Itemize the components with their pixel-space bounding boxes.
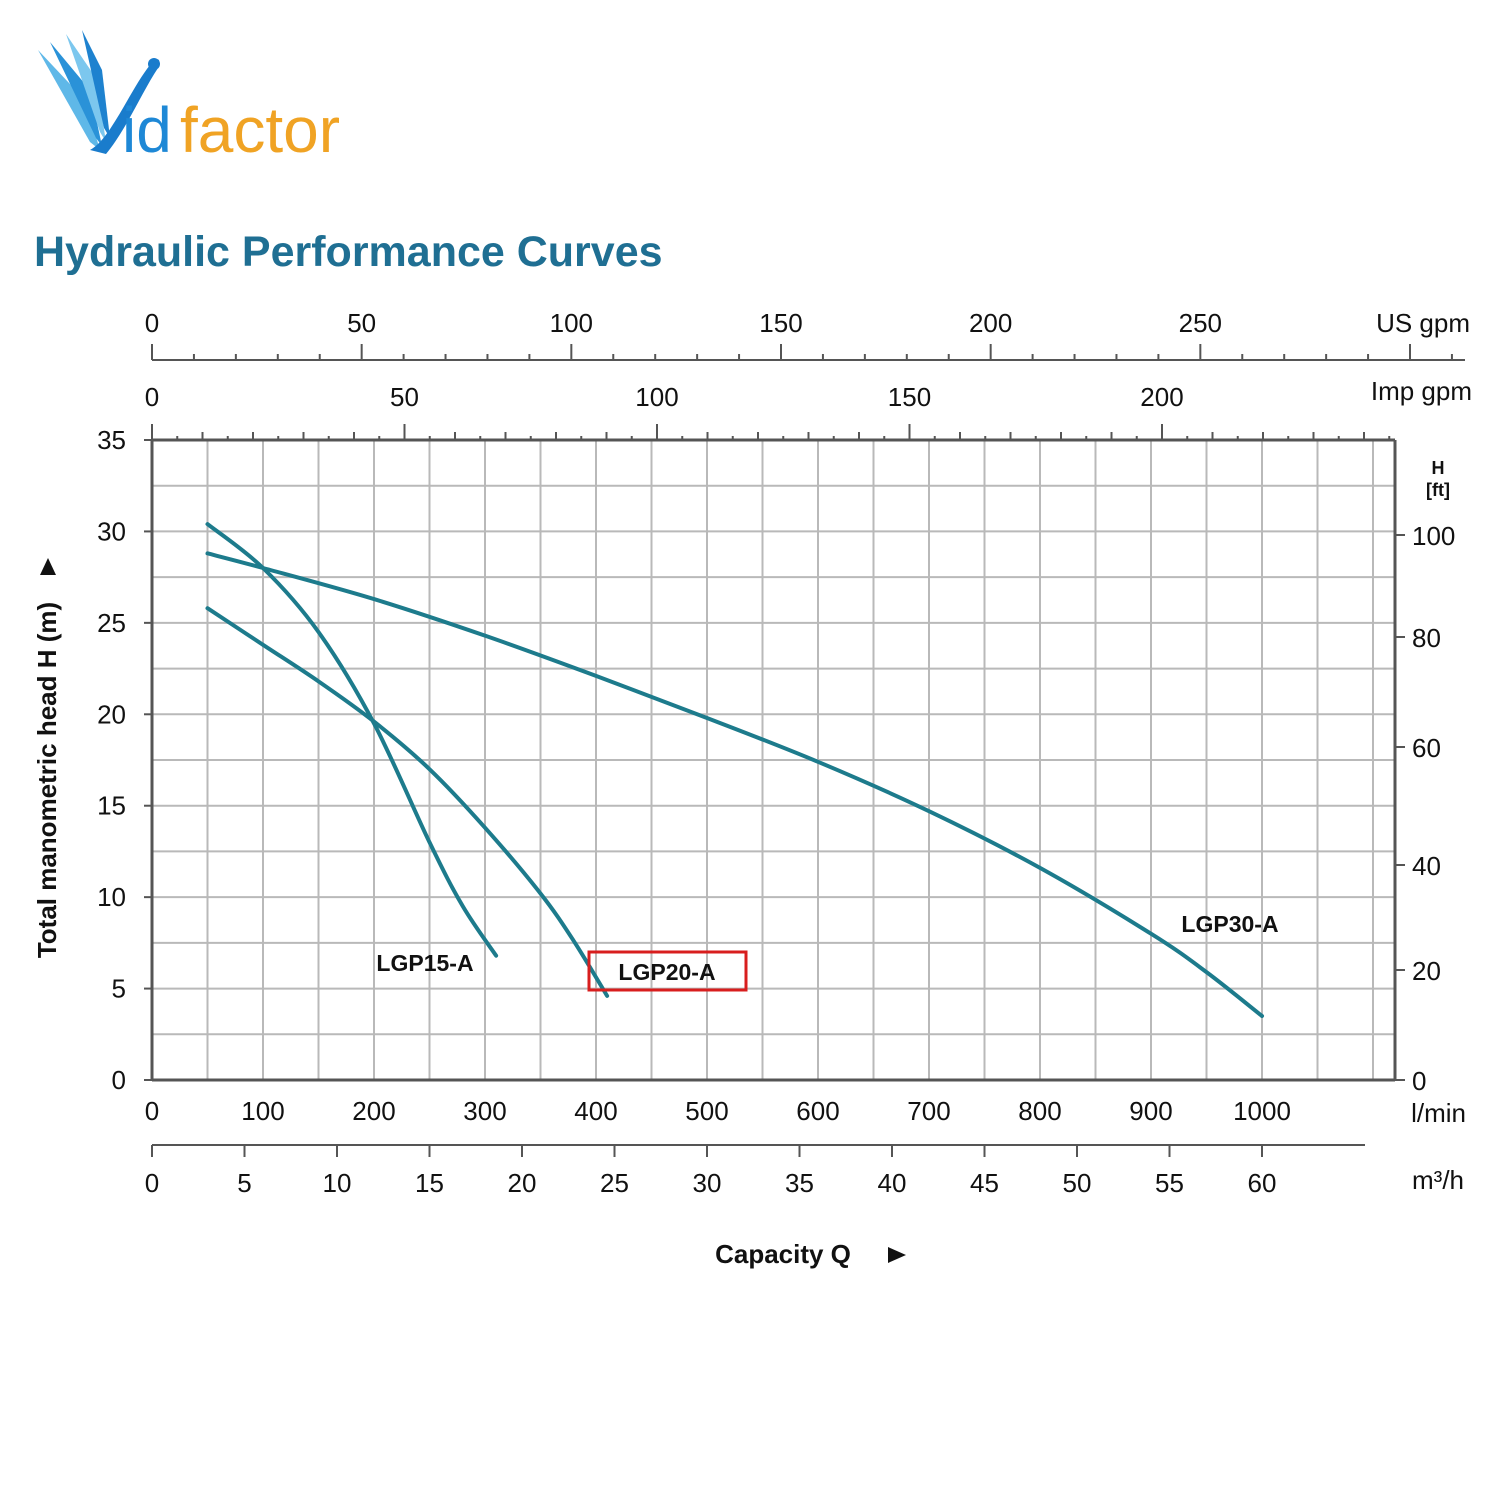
lmin-unit-label: l/min <box>1411 1098 1466 1128</box>
ft-tick-label: 0 <box>1412 1066 1426 1096</box>
us-gpm-tick-label: 50 <box>347 308 376 338</box>
y-tick-label: 25 <box>97 608 126 638</box>
us-gpm-tick-label: 150 <box>759 308 802 338</box>
logo-feather-mark <box>38 30 160 155</box>
x-axis-title: Capacity Q <box>715 1239 851 1269</box>
logo-text-blue: id <box>122 94 172 166</box>
ft-tick-label: 80 <box>1412 623 1441 653</box>
y-tick-label: 20 <box>97 699 126 729</box>
us-gpm-tick-label: 200 <box>969 308 1012 338</box>
m3h-tick-label: 10 <box>323 1168 352 1198</box>
imp-gpm-tick-label: 150 <box>888 382 931 412</box>
x-tick-label: 100 <box>241 1096 284 1126</box>
m3h-tick-label: 20 <box>508 1168 537 1198</box>
imp-gpm-tick-label: 100 <box>635 382 678 412</box>
m3h-tick-label: 30 <box>693 1168 722 1198</box>
m3h-tick-label: 25 <box>600 1168 629 1198</box>
series-label-lgp20-a: LGP20-A <box>618 959 715 985</box>
y-axis-title: Total manometric head H (m) <box>32 602 62 958</box>
series-highlight-box <box>587 950 748 992</box>
y-tick-label: 5 <box>112 974 126 1004</box>
m3h-tick-label: 55 <box>1155 1168 1184 1198</box>
m3h-tick-label: 60 <box>1248 1168 1277 1198</box>
us-gpm-tick-label: 250 <box>1179 308 1222 338</box>
h-ft-unit-label-line2: [ft] <box>1426 480 1450 500</box>
m3h-tick-label: 15 <box>415 1168 444 1198</box>
chart-axes <box>150 359 1465 1146</box>
ft-tick-label: 20 <box>1412 956 1441 986</box>
x-tick-label: 0 <box>145 1096 159 1126</box>
imp-gpm-unit-label: Imp gpm <box>1371 376 1472 406</box>
series-label-lgp15-a: LGP15-A <box>376 950 473 976</box>
us-gpm-tick-label: 100 <box>550 308 593 338</box>
m3h-tick-label: 40 <box>878 1168 907 1198</box>
imp-gpm-tick-label: 200 <box>1140 382 1183 412</box>
ft-tick-label: 100 <box>1412 521 1455 551</box>
m3h-tick-label: 0 <box>145 1168 159 1198</box>
m3h-tick-label: 45 <box>970 1168 999 1198</box>
x-tick-label: 700 <box>907 1096 950 1126</box>
series-label-lgp30-a: LGP30-A <box>1181 911 1278 937</box>
y-axis-arrow-icon <box>40 558 56 575</box>
curve-lgp15-a <box>205 522 499 958</box>
chart-curves <box>205 522 1264 1018</box>
curve-lgp20-a <box>205 606 610 998</box>
curve-lgp30-a <box>205 551 1264 1018</box>
x-tick-label: 800 <box>1018 1096 1061 1126</box>
y-tick-label: 35 <box>97 425 126 455</box>
y-tick-label: 10 <box>97 882 126 912</box>
x-tick-label: 1000 <box>1233 1096 1291 1126</box>
logo-text-orange: factor <box>180 94 340 166</box>
us-gpm-tick-label: 0 <box>145 308 159 338</box>
chart-grid <box>152 440 1395 1080</box>
x-axis-arrow-icon <box>888 1247 906 1263</box>
chart-series-labels: LGP15-A LGP20-A LGP30-A <box>376 911 1279 992</box>
x-tick-label: 300 <box>463 1096 506 1126</box>
m3h-tick-label: 50 <box>1063 1168 1092 1198</box>
ft-tick-label: 40 <box>1412 851 1441 881</box>
vidfactor-logo: id factor <box>38 30 340 166</box>
y-tick-label: 15 <box>97 791 126 821</box>
us-gpm-unit-label: US gpm <box>1376 308 1470 338</box>
m3h-unit-label: m³/h <box>1412 1165 1464 1195</box>
x-tick-label: 500 <box>685 1096 728 1126</box>
y-tick-label: 30 <box>97 516 126 546</box>
x-tick-label: 400 <box>574 1096 617 1126</box>
x-tick-label: 900 <box>1129 1096 1172 1126</box>
imp-gpm-tick-label: 50 <box>390 382 419 412</box>
x-tick-label: 600 <box>796 1096 839 1126</box>
h-ft-unit-label-line1: H <box>1432 458 1445 478</box>
page-title: Hydraulic Performance Curves <box>34 228 663 276</box>
imp-gpm-tick-label: 0 <box>145 382 159 412</box>
m3h-tick-label: 35 <box>785 1168 814 1198</box>
ft-tick-label: 60 <box>1412 733 1441 763</box>
x-tick-label: 200 <box>352 1096 395 1126</box>
y-tick-label: 0 <box>112 1065 126 1095</box>
m3h-tick-label: 5 <box>237 1168 251 1198</box>
